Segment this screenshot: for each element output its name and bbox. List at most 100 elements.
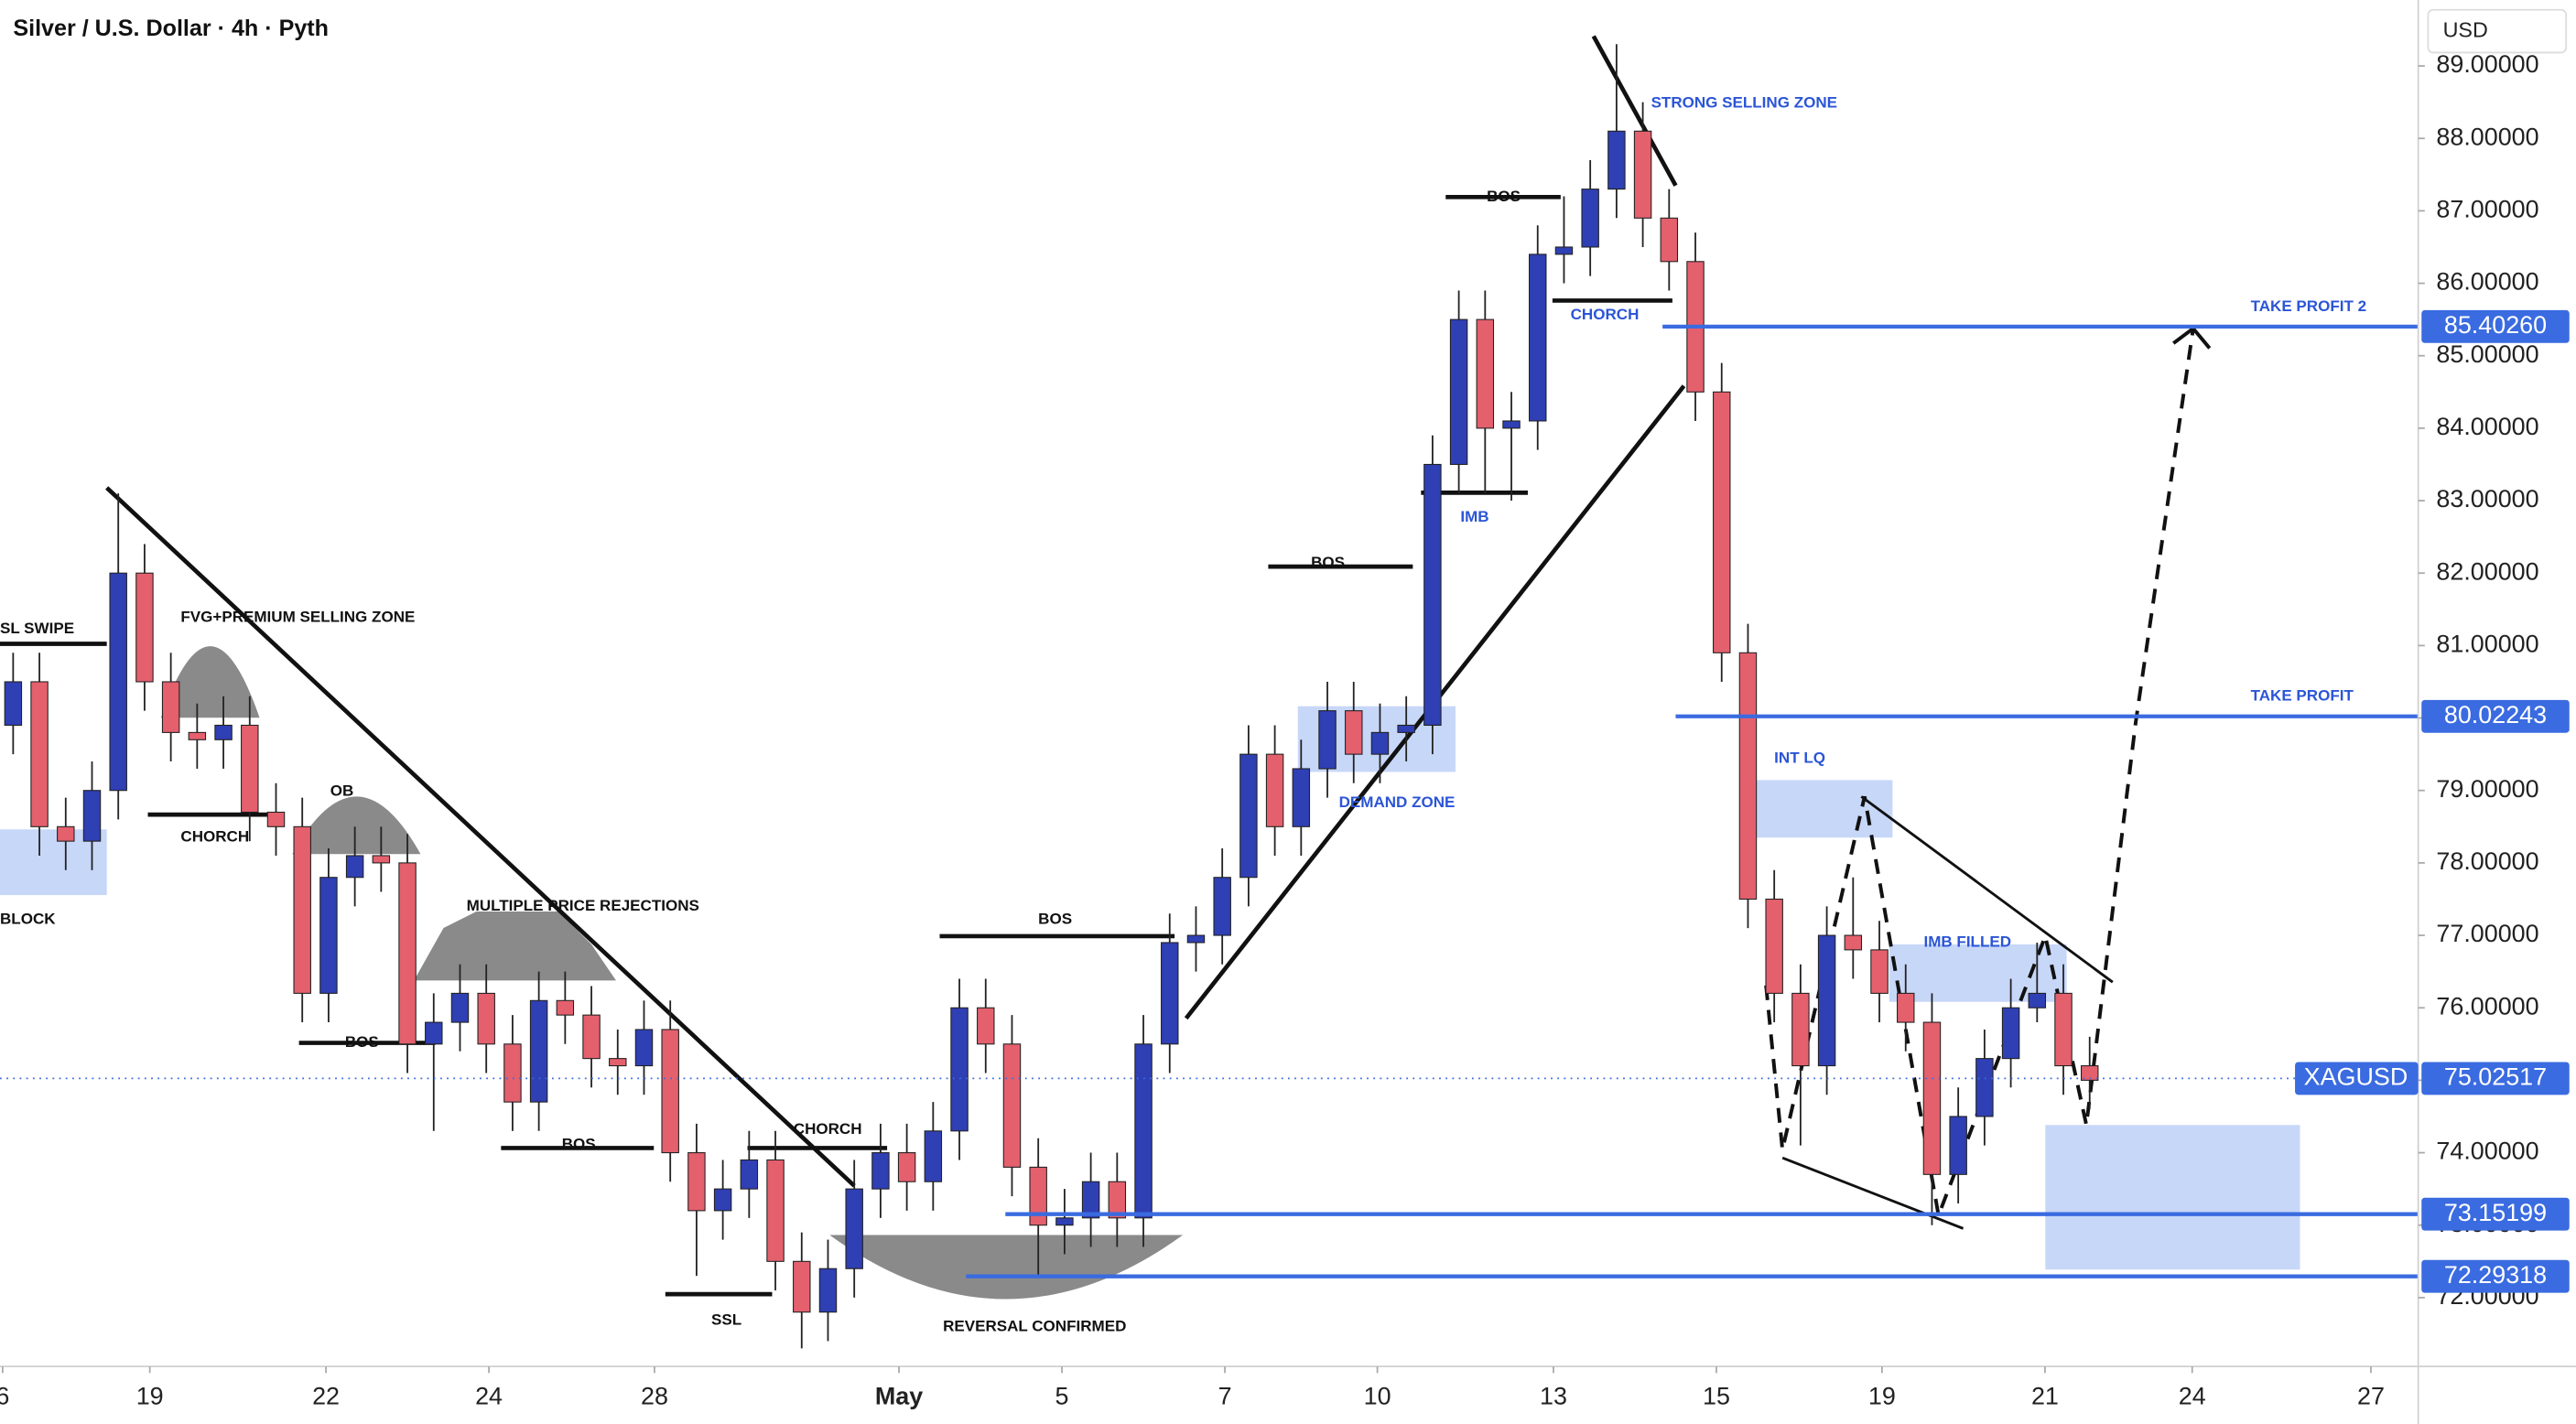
y-tick-label: 76.00000: [2436, 992, 2538, 1019]
candle-body: [1922, 1021, 1942, 1175]
price-tag: [2421, 1259, 2570, 1293]
candle-body: [2054, 992, 2073, 1067]
price-tag-label: 75.02517: [2444, 1063, 2547, 1091]
annotation: BOS: [1038, 910, 1072, 927]
candle-body: [687, 1152, 706, 1212]
candle-body: [82, 790, 102, 842]
candle-body: [1529, 254, 1547, 422]
candle-body: [897, 1152, 916, 1182]
candle-body: [1002, 1043, 1022, 1168]
x-tick-label: 15: [1703, 1382, 1730, 1409]
candle-body: [30, 681, 49, 827]
candle-body: [556, 999, 575, 1016]
y-tick-label: 78.00000: [2436, 847, 2538, 875]
annotation: CHORCH: [794, 1120, 862, 1138]
candle-body: [1186, 934, 1206, 944]
x-tick-label: 13: [1540, 1382, 1567, 1409]
candle-body: [1870, 949, 1889, 994]
candle-body: [1817, 934, 1836, 1067]
candle-body: [582, 1014, 601, 1060]
y-tick-label: 89.00000: [2436, 50, 2538, 78]
candle-body: [293, 825, 311, 994]
candle-body: [871, 1152, 890, 1190]
shapes: [160, 646, 1184, 1300]
annotation: INT LQ: [1774, 750, 1825, 767]
annotation: STRONG SELLING ZONE: [1651, 94, 1837, 112]
candle-body: [818, 1268, 838, 1313]
candle-body: [1370, 731, 1390, 755]
candle-body: [845, 1188, 863, 1269]
candle-body: [609, 1058, 627, 1067]
candle-body: [4, 681, 23, 727]
candle-body: [1554, 246, 1574, 255]
annotation: SSL: [711, 1311, 741, 1328]
candle-body: [1265, 753, 1284, 827]
candle-body: [1239, 753, 1258, 879]
candle-body: [372, 855, 391, 864]
candle-body: [977, 1007, 995, 1045]
candle-body: [503, 1043, 522, 1103]
y-tick-label: 74.00000: [2436, 1138, 2538, 1165]
x-tick-label: 27: [2357, 1382, 2385, 1409]
candle-body: [1633, 130, 1652, 219]
x-tick-label: 24: [2179, 1382, 2206, 1409]
annotation: FVG+PREMIUM SELLING ZONE: [180, 608, 415, 625]
plot: TAKE PROFIT 2 TAKE PROFIT SL SWIPE FVG+PREM…: [0, 44, 2419, 1349]
price-tag: [2421, 309, 2570, 343]
candle-body: [1134, 1043, 1153, 1219]
y-tick-label: 86.00000: [2436, 268, 2538, 296]
symbol-tag: [2295, 1062, 2419, 1095]
candle-body: [2001, 1007, 2020, 1060]
price-tag: [2421, 699, 2570, 733]
candle-body: [1791, 992, 1810, 1067]
currency-box: [2427, 8, 2568, 54]
candle-body: [793, 1260, 811, 1313]
y-tick-label: 81.00000: [2436, 630, 2538, 657]
candle-body: [450, 992, 470, 1023]
candle-body: [214, 724, 233, 740]
x-tick-label: 22: [312, 1382, 340, 1409]
candle-body: [1844, 934, 1863, 951]
x-tick-label: 28: [641, 1382, 668, 1409]
candle-body: [1975, 1058, 1994, 1117]
candle-body: [1713, 391, 1731, 653]
candle-body: [188, 731, 207, 740]
price-tag-label: 80.02243: [2444, 701, 2547, 728]
candle-body: [634, 1029, 654, 1067]
candle-body: [740, 1159, 759, 1190]
x-tick-label: 19: [136, 1382, 164, 1409]
dome: [160, 646, 260, 718]
candle-body: [1055, 1217, 1074, 1226]
candle-body: [1502, 420, 1521, 429]
chart-title: Silver / U.S. Dollar · 4h · Pyth: [13, 16, 329, 41]
candle-body: [661, 1029, 679, 1154]
candle-body: [2028, 992, 2047, 1009]
candle-body: [1765, 898, 1783, 994]
candle-body: [57, 825, 75, 842]
price-tag: [2421, 1197, 2570, 1231]
price-tag: [2421, 1062, 2570, 1095]
candle-body: [1738, 652, 1758, 901]
x-tick-label: 10: [1364, 1382, 1391, 1409]
candle-body: [345, 855, 364, 879]
annotation: IMB FILLED: [1923, 933, 2011, 951]
x-tick-label: 5: [1055, 1382, 1069, 1409]
candle-body: [529, 999, 548, 1103]
bowl: [829, 1235, 1184, 1300]
annotation: MULTIPLE PRICE REJECTIONS: [467, 897, 699, 914]
annotation: OB: [330, 782, 354, 799]
price-tag-label: 72.29318: [2444, 1261, 2547, 1289]
candle-body: [425, 1021, 443, 1045]
candle-body: [241, 724, 259, 814]
y-tick-label: 83.00000: [2436, 485, 2538, 512]
y-tick-label: 85.00000: [2436, 340, 2538, 368]
annotation: BOS: [345, 1033, 379, 1051]
annotation: CHORCH: [180, 828, 249, 846]
y-tick-label: 79.00000: [2436, 775, 2538, 803]
candle-body: [1345, 710, 1363, 755]
price-tag-label: 73.15199: [2444, 1199, 2547, 1226]
candle-body: [1476, 318, 1495, 429]
candle-body: [266, 811, 286, 827]
candle-body: [1660, 217, 1679, 263]
